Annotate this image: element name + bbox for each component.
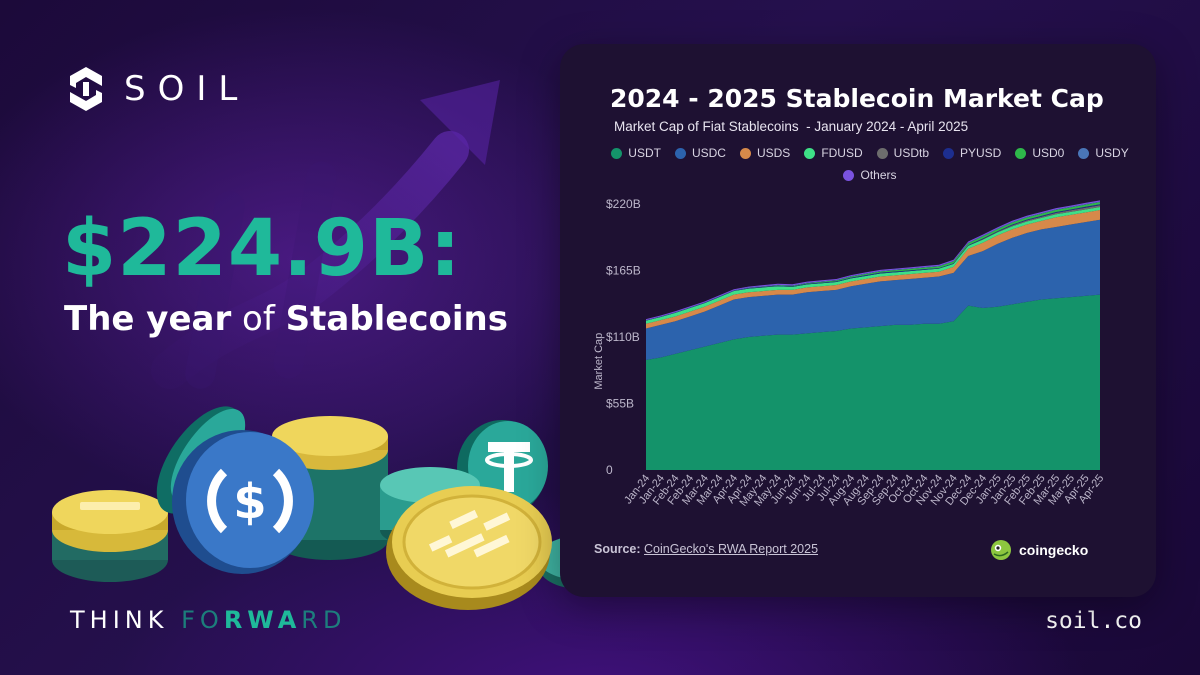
legend-item-usd0[interactable]: USD0 (1015, 146, 1064, 160)
legend-item-usdc[interactable]: USDC (674, 146, 726, 160)
legend-swatch (804, 147, 816, 159)
legend-label: Others (860, 168, 897, 182)
y-tick-label: $110B (606, 330, 640, 344)
tagline-rwa: RWA (223, 606, 302, 634)
legend-label: FDUSD (821, 146, 863, 160)
legend-label: USDY (1095, 146, 1129, 160)
busd-coin (386, 486, 552, 610)
website-url[interactable]: soil.co (1045, 608, 1142, 634)
source-link[interactable]: CoinGecko's RWA Report 2025 (644, 542, 819, 556)
legend-label: USDtb (893, 146, 929, 160)
area-series-usdt (646, 294, 1100, 470)
headline-subtitle: The year of Stablecoins (64, 302, 508, 336)
legend-swatch (1078, 147, 1090, 159)
legend-swatch (739, 147, 751, 159)
legend-swatch (674, 147, 686, 159)
usdc-coin: $ (172, 430, 314, 574)
chart-card: 2024 - 2025 Stablecoin Market Cap Market… (560, 44, 1156, 597)
subtitle-part-1: The year (64, 299, 232, 339)
y-tick-label: $55B (606, 397, 634, 411)
coingecko-text: coingecko (1019, 542, 1089, 558)
subtitle-part-2: of (242, 299, 275, 339)
legend-item-others[interactable]: Others (843, 168, 897, 182)
tagline-fo: FO (181, 606, 224, 634)
legend-swatch (1015, 147, 1027, 159)
tagline-rd: RD (301, 606, 347, 634)
area-series-usds (646, 210, 1100, 329)
coin-stack-left (52, 490, 168, 582)
legend-label: USDT (628, 146, 661, 160)
legend-item-usds[interactable]: USDS (739, 146, 791, 160)
legend-swatch (943, 147, 954, 159)
legend-item-usdt[interactable]: USDT (611, 146, 661, 160)
headline-value: $224.9B: (62, 204, 462, 294)
stablecoin-coins-illustration: $ (52, 406, 622, 610)
legend-label: PYUSD (960, 146, 1002, 160)
legend-label: USDS (756, 146, 791, 160)
tagline: THINK FORWARD (70, 606, 346, 634)
svg-text:$: $ (233, 474, 266, 530)
area-series-usdc (646, 219, 1100, 360)
y-tick-label: $220B (606, 197, 641, 211)
legend-swatch (876, 147, 888, 159)
chart-legend: USDT USDC USDS FDUSD USDtb PYUSD USD0 USDY Other… (610, 146, 1130, 182)
subtitle-part-3: Stablecoins (285, 299, 508, 339)
y-axis-label: Market Cap (593, 333, 605, 390)
y-tick-label: $165B (606, 264, 641, 278)
coingecko-gecko-icon (991, 540, 1011, 560)
source-label: Source: (594, 542, 641, 556)
legend-item-usdy[interactable]: USDY (1078, 146, 1129, 160)
background-arrow-graphic (151, 80, 500, 389)
brand-name: SOIL (124, 69, 250, 109)
legend-item-usdtb[interactable]: USDtb (876, 146, 929, 160)
chart-title: 2024 - 2025 Stablecoin Market Cap (610, 84, 1104, 113)
legend-label: USDC (691, 146, 726, 160)
coingecko-logo: coingecko (990, 539, 1088, 561)
y-tick-label: 0 (606, 463, 613, 477)
legend-swatch (843, 169, 855, 181)
legend-item-fdusd[interactable]: FDUSD (804, 146, 863, 160)
chart-subtitle: Market Cap of Fiat Stablecoins - January… (614, 119, 969, 134)
legend-label: USD0 (1032, 146, 1065, 160)
soil-logo: SOIL (66, 64, 249, 114)
chart-source: Source: CoinGecko's RWA Report 2025 (594, 542, 818, 556)
soil-logo-icon (70, 67, 102, 111)
legend-item-pyusd[interactable]: PYUSD (943, 146, 1001, 160)
legend-swatch (611, 147, 623, 159)
tagline-think: THINK (70, 606, 182, 634)
